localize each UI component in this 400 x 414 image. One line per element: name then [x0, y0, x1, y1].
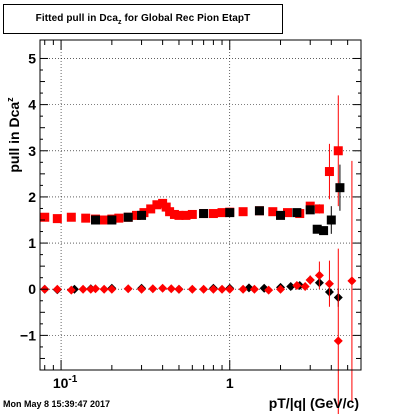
data-point-square [319, 226, 329, 236]
data-point-square [312, 224, 322, 234]
data-point-diamond [305, 275, 315, 285]
y-axis-label-main: pull in Dca [6, 102, 22, 173]
data-point-diamond [148, 284, 158, 294]
data-point-square [81, 213, 91, 223]
data-point-diamond [91, 284, 101, 294]
title-box: Fitted pull in Dcaz for Global Rec Pion … [3, 4, 283, 34]
data-point-diamond [187, 284, 197, 294]
data-point-square [40, 212, 50, 222]
data-point-square [52, 214, 62, 224]
data-series [40, 95, 357, 414]
data-point-diamond [99, 284, 109, 294]
series-sigma-black [91, 164, 345, 236]
data-point-square [333, 146, 343, 156]
data-point-square [146, 204, 156, 214]
data-point-diamond [249, 284, 259, 294]
data-point-diamond [137, 284, 147, 294]
data-point-diamond [347, 276, 357, 286]
data-point-square [91, 215, 101, 225]
x-tick-label: 1 [226, 375, 234, 391]
data-point-square [199, 209, 209, 219]
data-point-square [161, 202, 171, 212]
data-point-diamond [66, 285, 76, 295]
data-point-square [169, 209, 179, 219]
data-point-diamond [292, 281, 302, 291]
data-point-square [254, 206, 264, 216]
data-point-square [208, 209, 218, 219]
data-point-square [187, 209, 197, 219]
data-point-diamond [276, 284, 286, 294]
data-point-diamond [225, 284, 235, 294]
data-point-square [107, 215, 117, 225]
data-point-square [174, 210, 184, 220]
data-point-square [268, 207, 278, 217]
data-point-diamond [158, 283, 168, 293]
series-sigma [40, 95, 343, 225]
grid-lines [40, 40, 361, 370]
data-point-diamond [123, 284, 133, 294]
y-axis-label: pull in Dcaz [5, 97, 22, 173]
data-point-square [335, 183, 345, 193]
x-tick-label: 10-1 [53, 374, 78, 391]
data-point-square [276, 210, 286, 220]
data-point-diamond [333, 336, 343, 346]
timestamp: Mon May 8 15:39:47 2017 [3, 399, 111, 409]
data-point-diamond [238, 284, 248, 294]
title-suffix: for Global Rec Pion EtapT [121, 13, 251, 24]
data-point-diamond [78, 284, 88, 294]
data-point-square [305, 205, 315, 215]
data-point-diamond [208, 284, 218, 294]
y-axis-label-sub: z [5, 97, 15, 102]
y-tick-label: 4 [28, 97, 36, 113]
data-point-square [324, 167, 334, 177]
data-point-square [283, 208, 293, 218]
data-point-square [66, 212, 76, 222]
data-point-square [292, 208, 302, 218]
data-point-square [123, 212, 133, 222]
data-point-diamond [199, 284, 209, 294]
data-point-diamond [324, 279, 334, 289]
y-tick-label: 5 [28, 50, 36, 66]
data-point-square [225, 208, 235, 218]
data-point-diamond [314, 270, 324, 280]
y-tick-label: −1 [20, 327, 36, 343]
y-tick-label: 1 [28, 235, 36, 251]
y-tick-label: 3 [28, 143, 36, 159]
data-point-diamond [286, 281, 296, 291]
data-point-square [314, 204, 324, 214]
title-prefix: Fitted pull in Dca [35, 13, 118, 24]
axes: −1 0 1 2 3 4 5 10-1 1 [20, 40, 362, 391]
series-mean-red [40, 160, 357, 414]
data-point-square [152, 200, 162, 210]
title-subscript: z [118, 19, 122, 26]
data-point-square [217, 208, 227, 218]
data-point-diamond [52, 284, 62, 294]
data-point-square [326, 215, 336, 225]
y-tick-label: 2 [28, 189, 36, 205]
data-point-square [131, 210, 141, 220]
data-point-square [181, 210, 191, 220]
y-tick-label: 0 [28, 281, 36, 297]
chart-title: Fitted pull in Dcaz for Global Rec Pion … [4, 13, 282, 26]
data-point-diamond [166, 284, 176, 294]
data-point-diamond [217, 284, 227, 294]
data-point-diamond [300, 281, 310, 291]
data-point-square [165, 207, 175, 217]
data-point-square [99, 215, 109, 225]
plot-frame [39, 39, 362, 371]
data-point-diamond [107, 284, 117, 294]
x-axis-label: pT/|q| (GeV/c) [269, 395, 359, 411]
data-point-square [137, 210, 147, 220]
data-point-diamond [264, 285, 274, 295]
data-point-square [238, 207, 248, 217]
data-point-square [114, 213, 124, 223]
data-point-diamond [174, 284, 184, 294]
